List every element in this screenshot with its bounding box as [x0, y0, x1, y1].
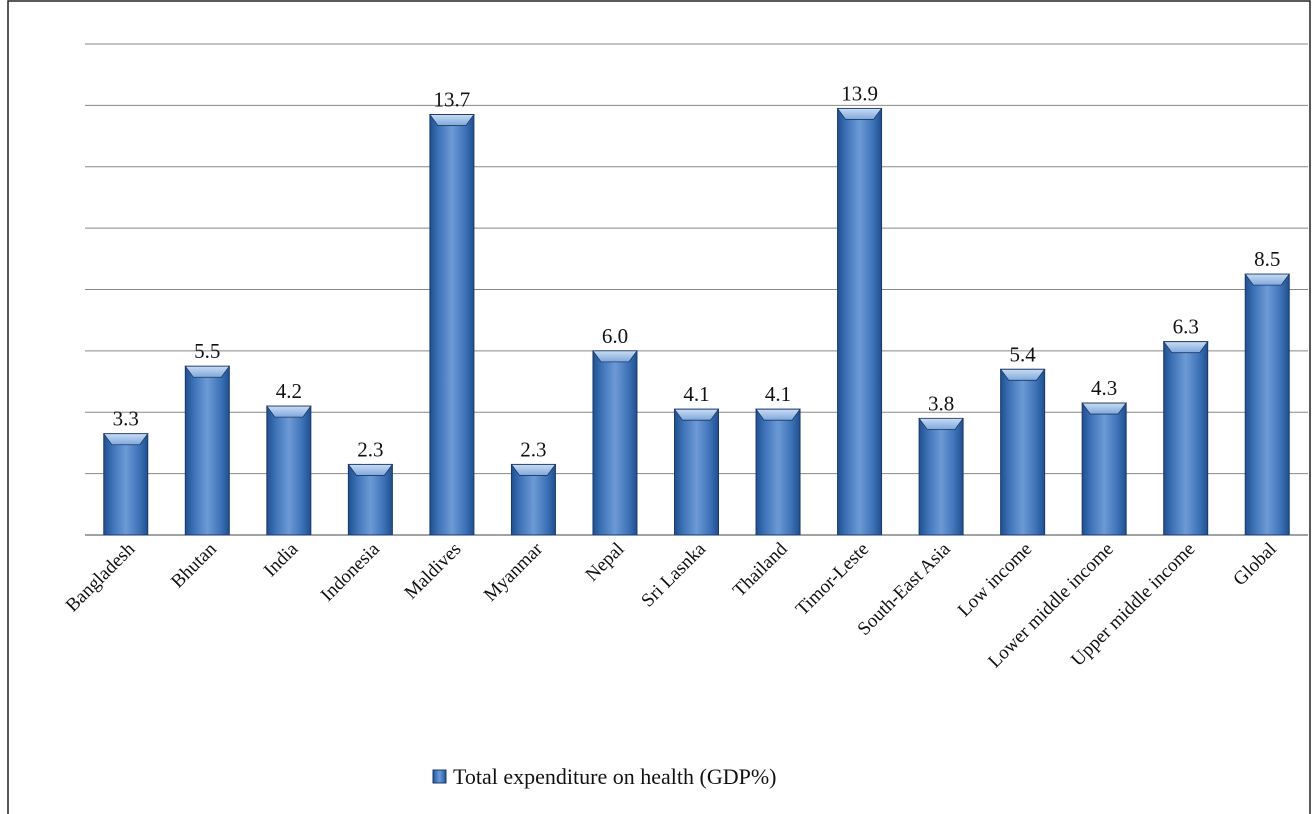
value-label: 6.3: [1173, 315, 1199, 339]
x-tick-label: Sri Lasnka: [637, 538, 710, 611]
value-label: 2.3: [520, 437, 546, 461]
x-tick-label: Myanmar: [480, 538, 548, 606]
bar-body: [266, 405, 312, 536]
bar-cap: [102, 433, 149, 446]
frame: [7, 0, 1311, 814]
value-label: 8.5: [1254, 247, 1280, 271]
value-label: 2.3: [357, 437, 383, 461]
x-tick-label: Low income: [954, 539, 1036, 621]
bar-cap: [184, 365, 231, 378]
bar-body: [674, 408, 719, 536]
x-tick-label: Indonesia: [317, 538, 384, 605]
bar: [755, 408, 801, 536]
bar-cap: [999, 368, 1046, 381]
bar-body: [1000, 368, 1046, 536]
bar-body: [429, 114, 475, 536]
bar-cap: [266, 405, 312, 418]
bar-cap: [836, 108, 883, 120]
bar-body: [1244, 273, 1290, 536]
x-tick-label: Nepal: [582, 539, 629, 586]
bar-body: [184, 365, 230, 536]
x-tick-label: Maldives: [401, 539, 466, 604]
bar: [999, 368, 1046, 536]
bar: [1244, 273, 1291, 536]
bar: [510, 463, 557, 536]
value-label: 4.3: [1091, 376, 1117, 400]
x-tick-label: Timor-Leste: [792, 539, 873, 620]
bar-body: [510, 463, 556, 536]
bar: [836, 107, 883, 536]
bar-cap: [592, 350, 638, 363]
bar: [429, 114, 475, 536]
bar: [673, 408, 720, 536]
value-label: 6.0: [602, 324, 628, 348]
value-label: 4.2: [276, 379, 302, 403]
x-tick-label: Bhutan: [167, 538, 221, 592]
bar-cap: [755, 408, 801, 421]
bar-cap: [918, 417, 964, 430]
value-label: 4.1: [765, 382, 791, 406]
bar-body: [592, 350, 638, 536]
x-tick-label: India: [260, 538, 303, 581]
value-label: 3.3: [113, 407, 139, 431]
value-label: 13.9: [841, 81, 878, 105]
bar: [184, 365, 231, 536]
bar-body: [755, 408, 801, 536]
x-tick-label: Bangladesh: [62, 538, 140, 616]
value-label: 5.4: [1010, 342, 1037, 366]
bar-cap: [347, 464, 394, 476]
bar-body: [1081, 402, 1127, 536]
bar-cap: [1162, 341, 1209, 354]
bar-cap: [673, 408, 720, 421]
value-label: 3.8: [928, 391, 954, 415]
bar: [1081, 402, 1127, 536]
bar-body: [1163, 341, 1209, 536]
bar: [347, 463, 394, 536]
bar: [1162, 341, 1209, 536]
bar-body: [837, 107, 883, 536]
x-tick-label: Global: [1229, 539, 1280, 590]
bar: [102, 433, 149, 536]
value-label: 13.7: [434, 88, 471, 112]
bar-body: [103, 433, 149, 536]
value-label: 5.5: [194, 339, 220, 363]
legend-swatch: [432, 769, 447, 784]
bar-cap: [1081, 402, 1127, 415]
bar-cap: [510, 464, 557, 476]
bar: [918, 417, 964, 536]
bar: [592, 350, 638, 536]
bar-cap: [429, 114, 475, 126]
value-label: 4.1: [683, 382, 709, 406]
bar-cap: [1244, 273, 1291, 286]
bar: [266, 405, 312, 536]
bar-body: [918, 417, 964, 536]
x-tick-label: Thailand: [729, 538, 792, 601]
legend-label: Total expenditure on health (GDP%): [453, 764, 776, 789]
